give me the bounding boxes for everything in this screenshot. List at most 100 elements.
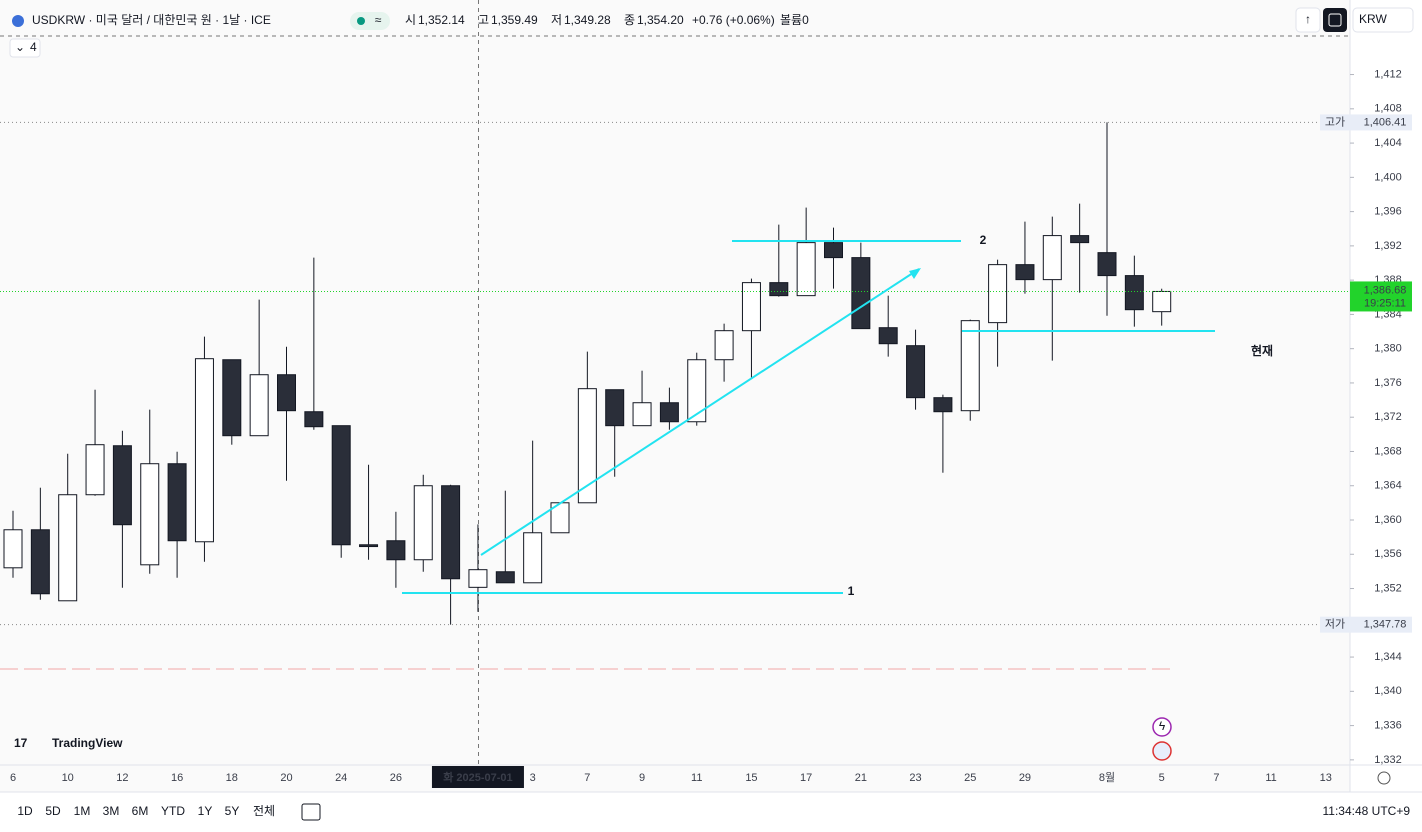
x-tick-label: 9 <box>639 772 645 784</box>
ohlc-value: 1,354.20 <box>637 13 684 27</box>
candle-body <box>1042 235 1062 281</box>
status-icon: ≈ <box>375 13 382 27</box>
chevron: ⌄ <box>15 40 25 54</box>
candle-body <box>441 485 461 580</box>
candle-body <box>851 257 871 330</box>
ohlc-value: 1,349.28 <box>564 13 611 27</box>
y-tick-label: 1,408 <box>1374 103 1402 115</box>
candle-body <box>933 397 953 413</box>
candle-body <box>988 264 1008 324</box>
marker-label: 1,406.41 <box>1364 116 1407 128</box>
marker-name: 저가 <box>1325 618 1345 631</box>
up-button[interactable] <box>1295 7 1321 33</box>
range-button[interactable]: 5Y <box>225 804 240 818</box>
ohlc-label: 저 <box>551 13 562 27</box>
y-tick-label: 1,380 <box>1374 343 1402 355</box>
candle-body <box>85 444 105 496</box>
fullscreen-button[interactable] <box>1323 8 1347 32</box>
branding: TradingView <box>52 736 123 750</box>
candle-body <box>687 359 707 423</box>
economic-event-icon[interactable] <box>1152 741 1172 761</box>
x-tick-label: 7 <box>1213 772 1219 784</box>
date-range-icon[interactable] <box>301 803 321 821</box>
x-tick-label: 25 <box>964 772 976 784</box>
annotation: 1 <box>848 584 855 598</box>
candle-body <box>1124 275 1144 311</box>
x-tick-label: 20 <box>280 772 292 784</box>
candle-body <box>222 359 242 437</box>
candle-body <box>304 411 324 428</box>
candle-body <box>960 320 980 412</box>
x-tick-label: 5 <box>1159 772 1165 784</box>
currency: KRW <box>1359 12 1387 26</box>
range-button[interactable]: 6M <box>132 804 149 818</box>
crosshair-date: 화 2025-07-01 <box>443 770 512 784</box>
symbol-icon <box>12 15 24 27</box>
x-tick-label: 23 <box>909 772 921 784</box>
candle-body <box>523 532 543 584</box>
range-button[interactable]: 1M <box>74 804 91 818</box>
range-button[interactable]: 5D <box>45 804 61 818</box>
y-tick-label: 1,412 <box>1374 68 1402 80</box>
ohlc-label: 시 <box>405 13 416 27</box>
candle-body <box>359 544 379 548</box>
x-tick-label: 26 <box>390 772 402 784</box>
candle-body <box>714 330 734 361</box>
y-tick-label: 1,364 <box>1374 480 1402 492</box>
status-dot <box>357 17 365 25</box>
range-button[interactable]: 3M <box>103 804 120 818</box>
range-button[interactable]: 전체 <box>253 804 275 818</box>
range-button[interactable]: YTD <box>161 804 185 818</box>
candle-body <box>140 463 160 566</box>
event-icon[interactable] <box>1152 717 1172 737</box>
ohlc-value: 1,352.14 <box>418 13 465 27</box>
currency-select[interactable] <box>1352 7 1414 33</box>
y-tick-label: 1,336 <box>1374 720 1402 732</box>
x-tick-label: 12 <box>116 772 128 784</box>
x-tick-label: 29 <box>1019 772 1031 784</box>
last-price-bg <box>1350 281 1412 312</box>
candle-body <box>112 445 132 526</box>
x-tick-label: 17 <box>800 772 812 784</box>
candle-body <box>796 242 816 297</box>
y-tick-label: 1,372 <box>1374 411 1402 423</box>
candle-body <box>741 282 761 332</box>
marker-label: 1,347.78 <box>1364 619 1407 631</box>
x-tick-label: 10 <box>62 772 74 784</box>
y-tick-label: 1,404 <box>1374 137 1402 149</box>
marker-name-bg <box>1320 114 1350 131</box>
marker-label-bg <box>1350 616 1412 633</box>
y-tick-label: 1,340 <box>1374 685 1402 697</box>
candle-body <box>769 282 789 297</box>
candle-body <box>468 569 488 588</box>
event-glyph: ϟ <box>1159 719 1166 733</box>
candle-body <box>1152 290 1172 313</box>
candle-body <box>577 388 597 504</box>
range-buttons: 1D 5D 1M 3M 6M YTD 1Y 5Y 전체 <box>17 804 275 818</box>
x-tick-label: 7 <box>584 772 590 784</box>
symbol[interactable]: USDKRW · 미국 달러 / 대한민국 원 · 1날 · ICE <box>32 13 271 27</box>
marker-name: 고가 <box>1325 115 1345 128</box>
annotation: 현재 <box>1251 343 1273 358</box>
candle-body <box>58 494 78 602</box>
y-tick-label: 1,332 <box>1374 754 1402 766</box>
x-tick-label: 13 <box>1320 772 1332 784</box>
range-button[interactable]: 1D <box>17 804 33 818</box>
y-tick-label: 1,360 <box>1374 514 1402 526</box>
candle-body <box>167 463 187 542</box>
drawing-arrow <box>480 268 920 556</box>
indicator-count: 4 <box>30 40 37 54</box>
indicator-toggle[interactable] <box>9 38 41 58</box>
x-tick-label: 11 <box>1265 772 1276 784</box>
x-tick-label: 16 <box>171 772 183 784</box>
range-button[interactable]: 1Y <box>198 804 213 818</box>
x-tick-label: 18 <box>226 772 238 784</box>
arrow-head <box>909 268 921 279</box>
ohlc-value: 1,359.49 <box>491 13 538 27</box>
candle-body <box>1015 264 1035 281</box>
crosshair-date-bg <box>431 766 524 788</box>
x-tick-label: 24 <box>335 772 347 784</box>
settings-icon[interactable] <box>1377 771 1391 785</box>
